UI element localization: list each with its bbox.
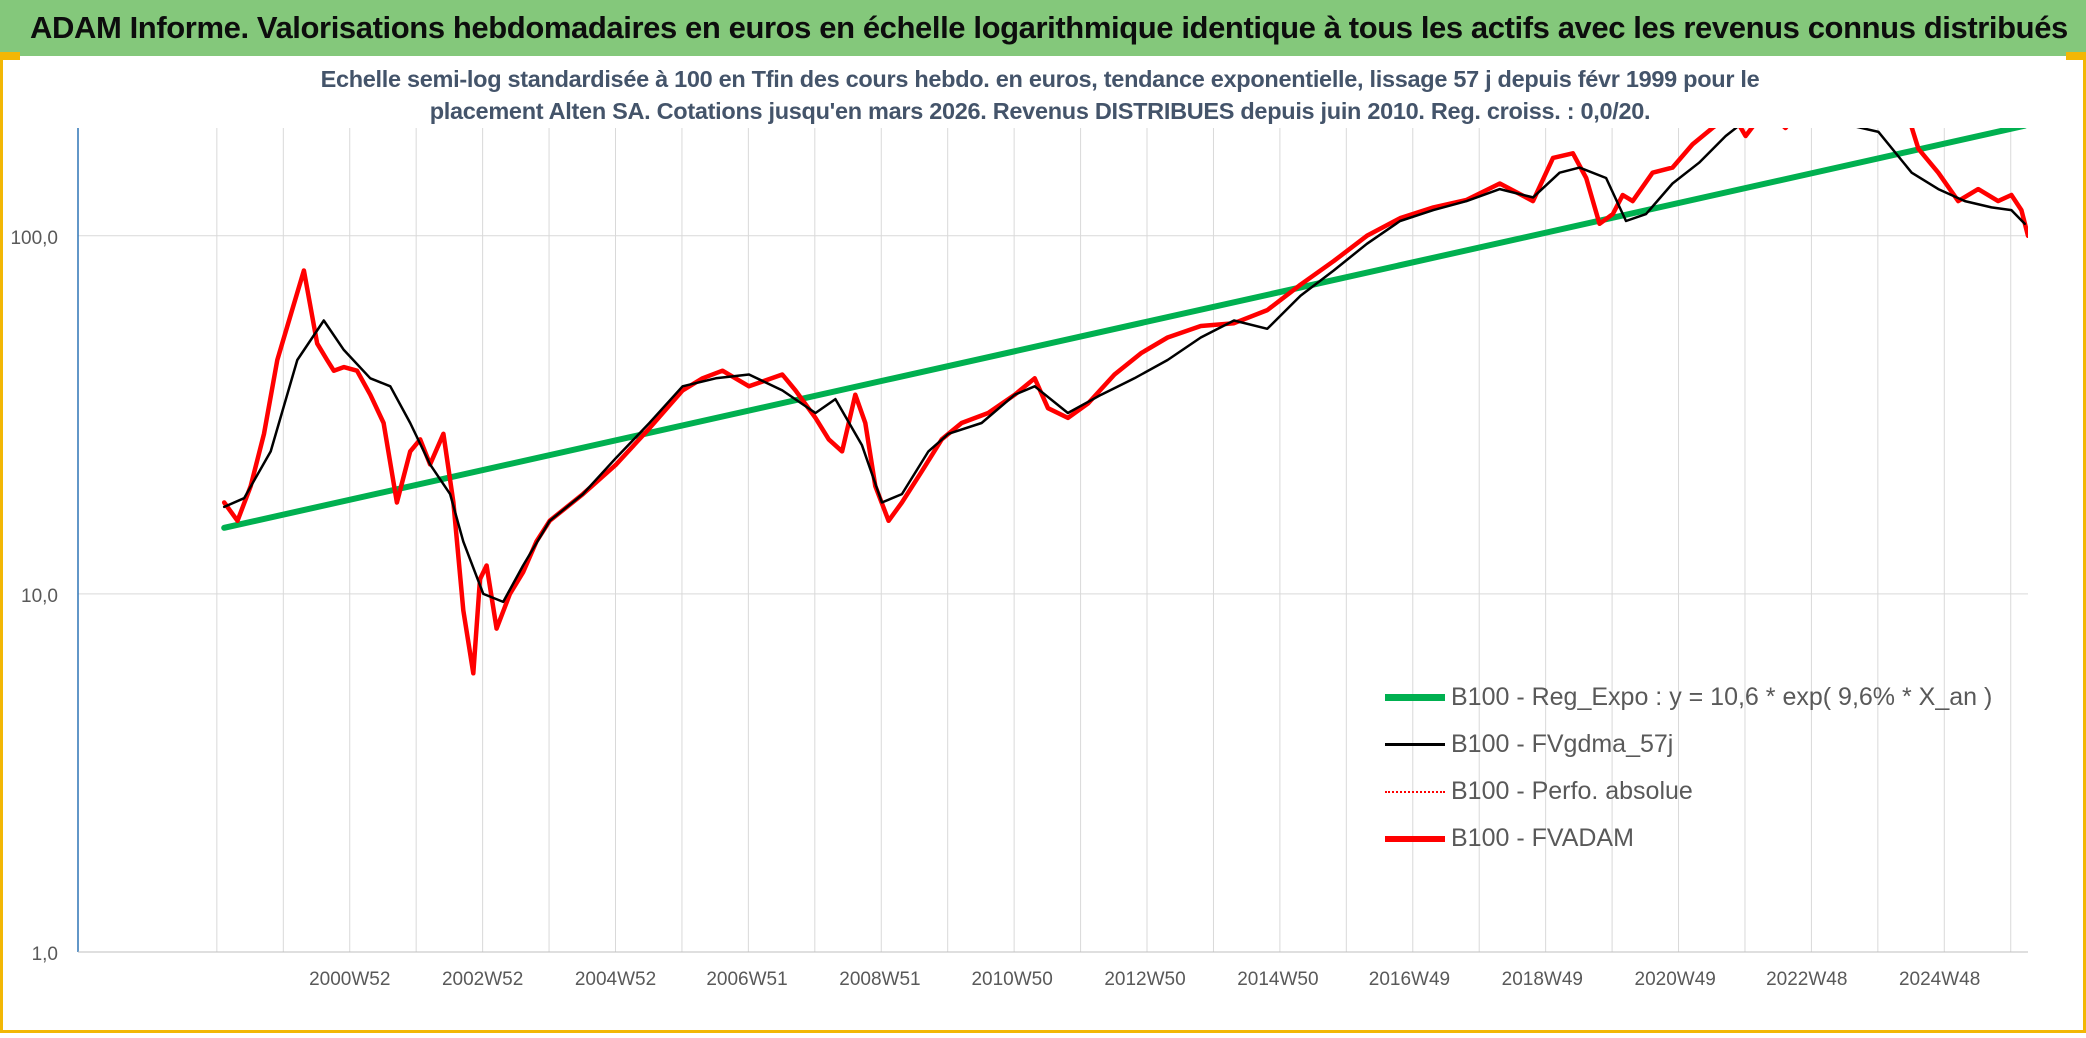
report-title: ADAM Informe. Valorisations hebdomadaire… <box>30 10 2068 45</box>
series-line-smooth <box>222 128 2026 604</box>
report-title-banner: ADAM Informe. Valorisations hebdomadaire… <box>0 0 2086 56</box>
y-tick-label: 1,0 <box>32 944 58 965</box>
x-tick-label: 2020W49 <box>1635 969 1716 990</box>
legend-swatch-perfo <box>1385 790 1445 793</box>
x-tick-label: 2000W52 <box>309 969 390 990</box>
legend-swatch-trend <box>1385 694 1445 701</box>
series-line-fvadam <box>221 128 2028 676</box>
legend-swatch-fvadam <box>1385 835 1445 842</box>
x-tick-label: 2006W51 <box>706 969 787 990</box>
y-tick-label: 100,0 <box>10 228 58 249</box>
x-tick-label: 2010W50 <box>971 969 1052 990</box>
x-tick-label: 2016W49 <box>1369 969 1450 990</box>
legend-label-smooth: B100 - FVgdma_57j <box>1451 730 1674 758</box>
x-tick-label: 2008W51 <box>839 969 920 990</box>
x-tick-label: 2018W49 <box>1502 969 1583 990</box>
gridlines <box>78 128 2028 953</box>
legend-item-smooth: B100 - FVgdma_57j <box>1385 730 1673 759</box>
x-tick-label: 2004W52 <box>575 969 656 990</box>
legend-item-fvadam: B100 - FVADAM <box>1385 824 1634 853</box>
legend-item-perfo: B100 - Perfo. absolue <box>1385 777 1693 806</box>
chart-area: 1,0 10,0 100,0 2000W52 2002W52 2004W52 2006W51… <box>0 56 2086 1033</box>
y-tick-label: 10,0 <box>21 586 58 607</box>
x-tick-label: 2024W48 <box>1899 969 1980 990</box>
series <box>221 128 2028 676</box>
frame-corner-top-right <box>2066 52 2086 60</box>
axes: 1,0 10,0 100,0 2000W52 2002W52 2004W52 2006W51… <box>10 128 2028 990</box>
chart-plot: 1,0 10,0 100,0 2000W52 2002W52 2004W52 2006W51… <box>10 128 2028 990</box>
legend-label-fvadam: B100 - FVADAM <box>1451 824 1634 852</box>
legend-label-perfo: B100 - Perfo. absolue <box>1451 777 1693 805</box>
x-tick-label: 2002W52 <box>442 969 523 990</box>
frame-corner-top-left <box>0 52 20 60</box>
series-line-trend <box>221 128 2027 531</box>
chart-subtitle-line-1: Echelle semi-log standardisée à 100 en T… <box>320 66 1760 92</box>
legend-item-trend: B100 - Reg_Expo : y = 10,6 * exp( 9,6% *… <box>1385 683 1992 712</box>
x-tick-label: 2022W48 <box>1766 969 1847 990</box>
x-tick-label: 2014W50 <box>1237 969 1318 990</box>
legend-swatch-smooth <box>1385 743 1445 746</box>
x-tick-label: 2012W50 <box>1104 969 1185 990</box>
chart-subtitle-line-2: placement Alten SA. Cotations jusqu'en m… <box>429 98 1651 124</box>
legend-label-trend: B100 - Reg_Expo : y = 10,6 * exp( 9,6% *… <box>1451 683 1993 711</box>
